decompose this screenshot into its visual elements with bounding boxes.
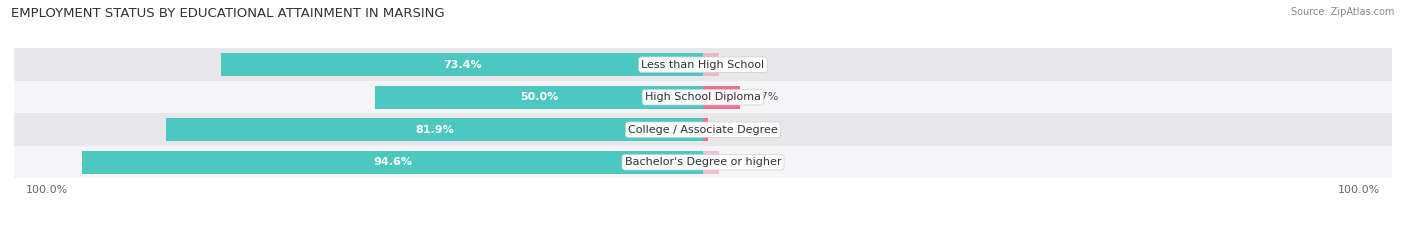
Bar [14,146,1392,178]
Bar [166,118,703,141]
Bar [375,86,703,109]
Bar [703,118,709,141]
Bar [221,53,703,76]
Text: 5.7%: 5.7% [751,92,779,102]
Text: 0.0%: 0.0% [730,60,758,70]
Text: 81.9%: 81.9% [415,125,454,135]
Text: Bachelor's Degree or higher: Bachelor's Degree or higher [624,157,782,167]
Bar [14,113,1392,146]
Text: 94.6%: 94.6% [373,157,412,167]
Bar [14,48,1392,81]
Text: EMPLOYMENT STATUS BY EDUCATIONAL ATTAINMENT IN MARSING: EMPLOYMENT STATUS BY EDUCATIONAL ATTAINM… [11,7,444,20]
Text: Source: ZipAtlas.com: Source: ZipAtlas.com [1291,7,1395,17]
Bar [703,53,720,76]
Text: 50.0%: 50.0% [520,92,558,102]
Legend: In Labor Force, Unemployed: In Labor Force, Unemployed [603,230,803,233]
Bar [703,151,720,174]
Bar [14,81,1392,113]
Text: 73.4%: 73.4% [443,60,481,70]
Text: College / Associate Degree: College / Associate Degree [628,125,778,135]
Text: 0.8%: 0.8% [730,125,758,135]
Text: 0.0%: 0.0% [730,157,758,167]
Bar [703,86,741,109]
Text: Less than High School: Less than High School [641,60,765,70]
Bar [83,151,703,174]
Text: High School Diploma: High School Diploma [645,92,761,102]
